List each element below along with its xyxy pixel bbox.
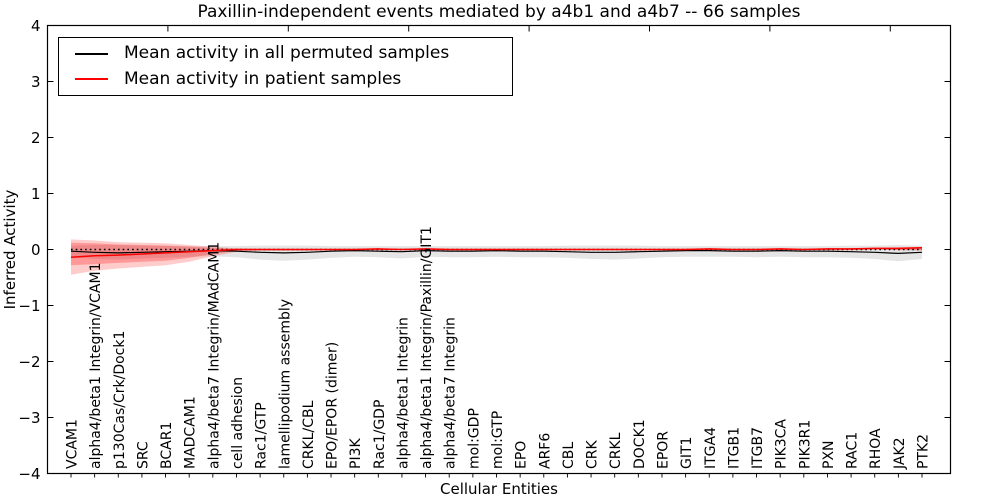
x-tick-label: EPO/EPOR (dimer) — [325, 342, 341, 469]
x-tick-label: VCAM1 — [65, 419, 81, 469]
x-tick-label: PIK3R1 — [797, 420, 813, 469]
x-tick-label: alpha4/beta7 Integrin/MAdCAM1 — [206, 242, 222, 469]
y-tick-label: 1 — [31, 185, 41, 203]
x-tick-label: Rac1/GDP — [372, 400, 388, 469]
x-tick-label: MADCAM1 — [183, 396, 199, 469]
x-tick-label: RAC1 — [845, 432, 861, 469]
x-tick-label: ITGA4 — [703, 427, 719, 469]
x-tick-label: RHOA — [868, 428, 884, 469]
legend-entry-permuted: Mean activity in all permuted samples — [59, 44, 512, 63]
x-axis-label: Cellular Entities — [440, 480, 558, 498]
y-axis-label: Inferred Activity — [1, 189, 19, 309]
x-tick-label: GIT1 — [679, 437, 695, 469]
y-tick-label: 4 — [31, 17, 41, 35]
x-tick-label: ITGB1 — [726, 427, 742, 469]
y-tick-label: −2 — [18, 353, 40, 371]
x-tick-label: lamellipodium assembly — [277, 299, 293, 469]
legend-entry-patient: Mean activity in patient samples — [59, 70, 512, 89]
legend: Mean activity in all permuted samples Me… — [58, 37, 513, 96]
chart-title: Paxillin-independent events mediated by … — [197, 2, 801, 22]
x-tick-label: SRC — [135, 441, 151, 469]
x-tick-label: PTK2 — [916, 434, 932, 469]
y-tick-label: 3 — [31, 73, 41, 91]
x-tick-label: PI3K — [348, 438, 364, 469]
x-tick-label: alpha4/beta7 Integrin — [443, 317, 459, 469]
x-tick-label: ITGB7 — [750, 427, 766, 469]
x-tick-label: cell adhesion — [230, 377, 246, 469]
x-tick-label: CRKL — [608, 432, 624, 469]
x-tick-label: CRK — [585, 439, 601, 469]
y-tick-label: −1 — [18, 297, 40, 315]
x-tick-label: Rac1/GTP — [254, 402, 270, 469]
legend-label-permuted: Mean activity in all permuted samples — [124, 43, 450, 64]
x-tick-label: JAK2 — [892, 437, 908, 470]
y-tick-label: −3 — [18, 409, 40, 427]
x-tick-label: PIK3CA — [774, 419, 790, 469]
series-line-patient — [70, 247, 923, 259]
x-tick-label: alpha4/beta1 Integrin — [395, 317, 411, 469]
x-tick-label: EPO — [514, 441, 530, 469]
x-tick-label: EPOR — [655, 431, 671, 469]
x-tick-label: ARF6 — [537, 433, 553, 469]
legend-line-swatch-black — [75, 52, 108, 55]
x-tick-label: DOCK1 — [632, 419, 648, 469]
x-tick-label: p130Cas/Crk/Dock1 — [112, 331, 128, 469]
x-tick-label: CRKL/CBL — [301, 400, 317, 469]
legend-label-patient: Mean activity in patient samples — [124, 69, 402, 89]
x-tick-label: alpha4/beta1 Integrin/Paxillin/GIT1 — [419, 226, 435, 469]
x-tick-label: BCAR1 — [159, 422, 175, 469]
x-tick-label: CBL — [561, 442, 577, 469]
x-tick-label: mol:GTP — [490, 411, 506, 469]
legend-line-swatch-red — [75, 78, 108, 81]
x-tick-label: alpha4/beta1 Integrin/VCAM1 — [88, 263, 104, 470]
y-tick-label: 0 — [31, 241, 41, 259]
y-tick-label: 2 — [31, 129, 41, 147]
x-tick-label: PXN — [821, 440, 837, 469]
y-tick-label: −4 — [18, 465, 40, 483]
x-tick-label: mol:GDP — [466, 408, 482, 469]
